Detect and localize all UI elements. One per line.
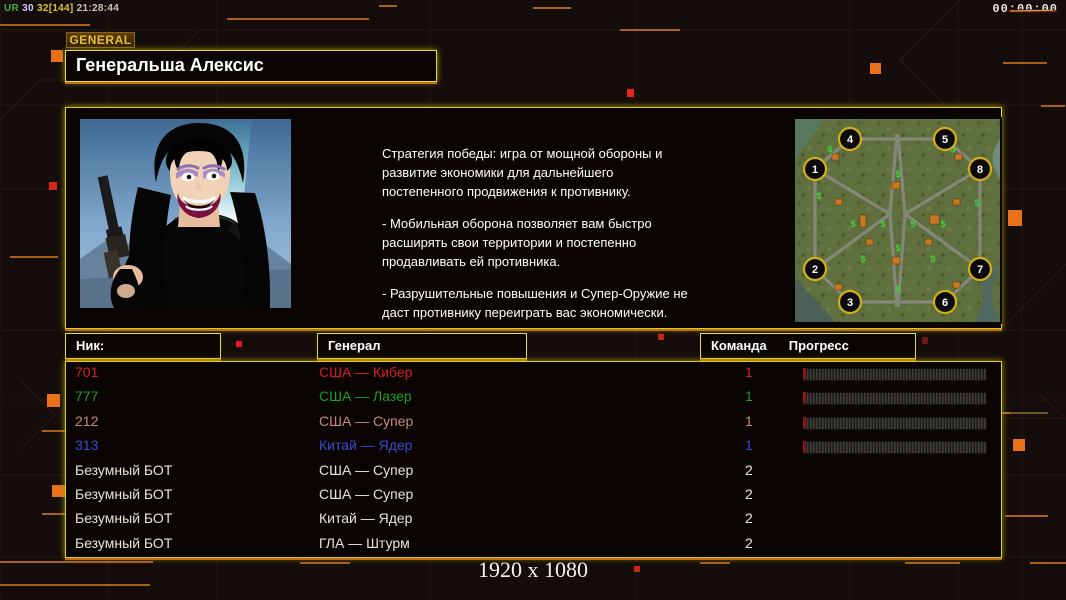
svg-text:$: $ <box>860 254 865 264</box>
svg-text:6: 6 <box>942 297 948 309</box>
svg-text:$: $ <box>827 144 832 154</box>
svg-text:$: $ <box>816 191 821 201</box>
svg-text:$: $ <box>974 198 979 208</box>
svg-text:$: $ <box>910 219 915 229</box>
svg-text:3: 3 <box>847 297 853 309</box>
svg-text:$: $ <box>880 219 885 229</box>
svg-text:5: 5 <box>942 134 948 146</box>
svg-text:$: $ <box>930 254 935 264</box>
svg-text:$: $ <box>850 219 855 229</box>
svg-text:$: $ <box>940 219 945 229</box>
svg-text:7: 7 <box>977 264 983 276</box>
svg-text:4: 4 <box>847 134 854 146</box>
svg-text:2: 2 <box>812 264 818 276</box>
svg-text:$: $ <box>895 284 900 294</box>
svg-text:1: 1 <box>812 164 818 176</box>
svg-text:$: $ <box>895 169 900 179</box>
svg-text:$: $ <box>895 243 900 253</box>
svg-text:8: 8 <box>977 164 983 176</box>
